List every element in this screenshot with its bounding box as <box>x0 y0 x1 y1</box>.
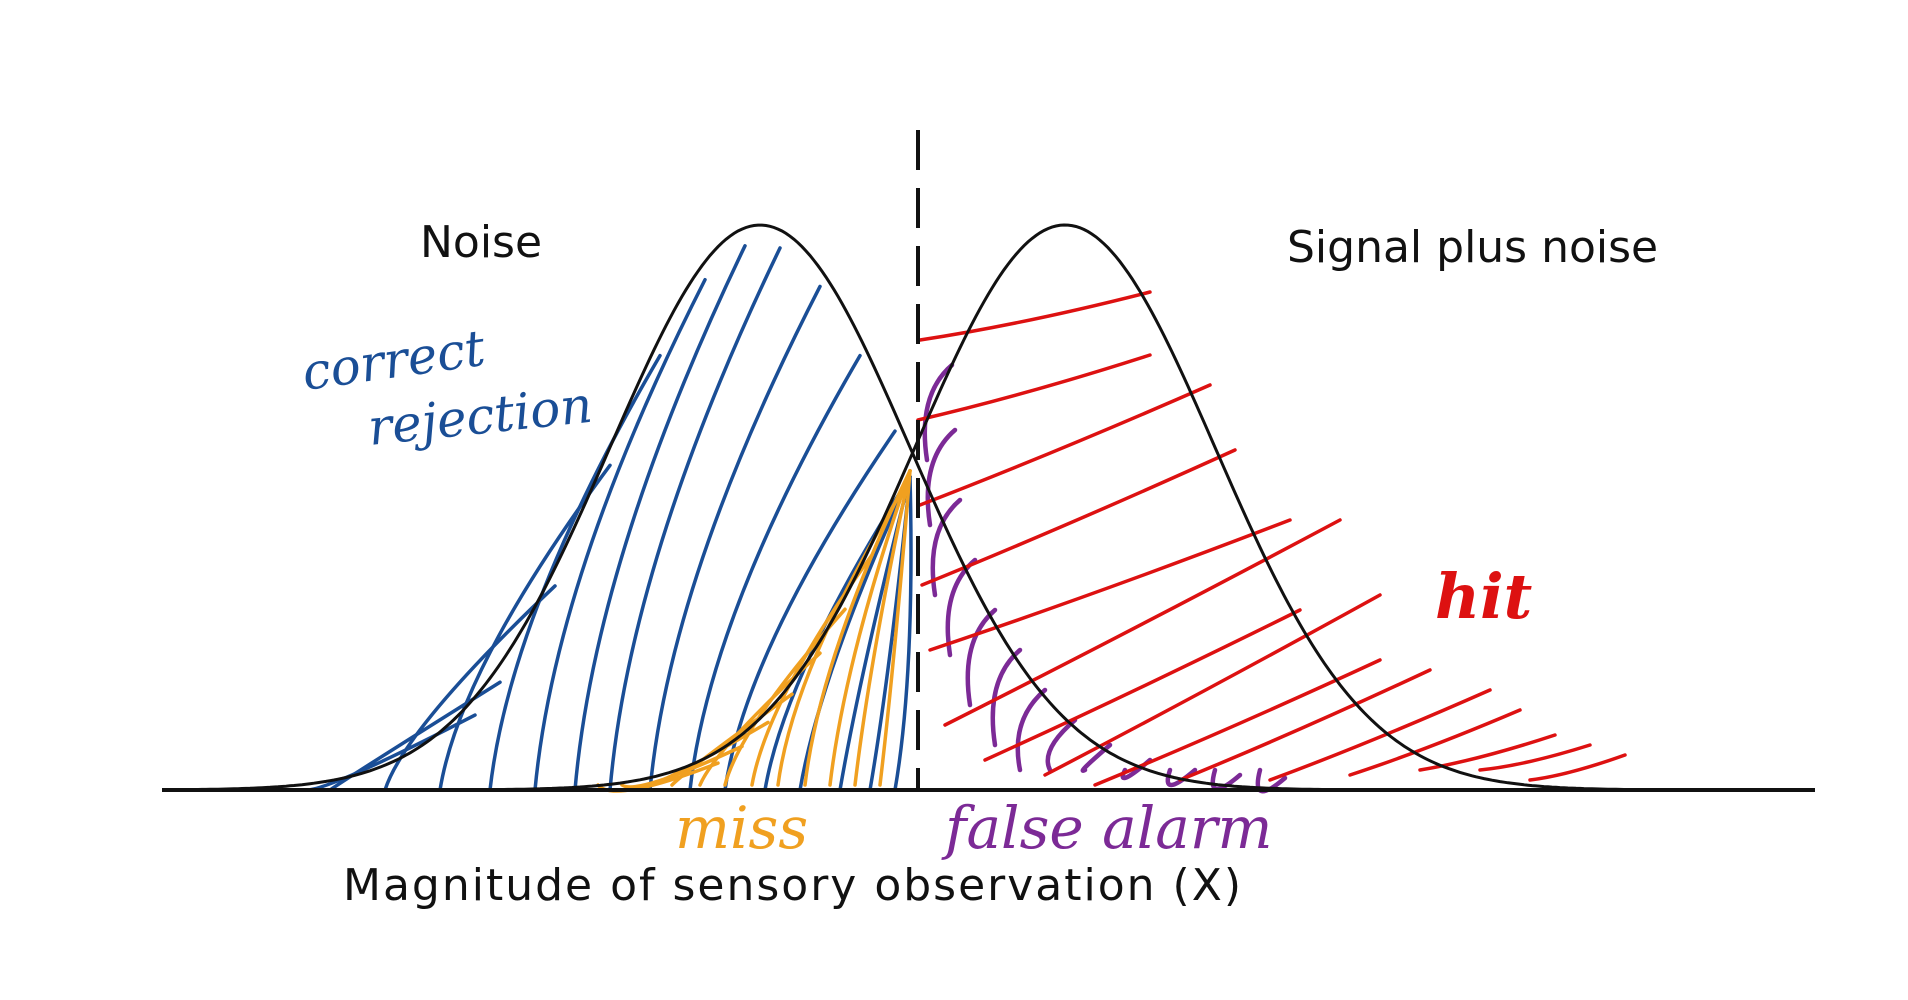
correct-rejection-stroke <box>573 244 747 792</box>
correct-rejection-stroke <box>608 246 782 792</box>
hit-label: hit <box>1435 560 1533 633</box>
false-alarm-stroke <box>965 607 998 708</box>
false-alarm-label: false alarm <box>941 794 1273 862</box>
correct-rejection-stroke <box>438 463 612 792</box>
false-alarm-stroke <box>925 427 958 528</box>
hit-stroke <box>1093 658 1382 787</box>
noise-distribution-curve <box>162 223 1438 792</box>
hit-stroke <box>916 353 1152 422</box>
hit-stroke <box>1418 733 1557 772</box>
correct-rejection-stroke <box>893 474 913 792</box>
miss-hatching <box>596 468 912 793</box>
hit-stroke <box>983 608 1302 762</box>
hit-stroke <box>1043 593 1382 777</box>
hit-stroke <box>920 448 1237 587</box>
hit-stroke <box>1178 668 1432 782</box>
false-alarm-stroke <box>1045 717 1078 773</box>
hit-stroke <box>1268 688 1492 782</box>
false-alarm-stroke <box>922 362 955 463</box>
hit-hatching <box>916 290 1627 787</box>
hit-stroke <box>1348 708 1522 777</box>
miss-stroke <box>828 468 912 787</box>
signal-plus-noise-label: Signal plus noise <box>1287 222 1658 273</box>
x-axis-title: Magnitude of sensory observation (X) <box>343 860 1243 911</box>
hit-stroke <box>918 290 1152 342</box>
correct-rejection-stroke <box>648 284 822 792</box>
hit-stroke <box>1478 743 1592 772</box>
hit-stroke <box>943 518 1342 727</box>
miss-stroke <box>853 468 912 787</box>
signal-distribution-curve <box>500 223 1812 792</box>
correct-rejection-stroke <box>533 277 707 792</box>
correct-rejection-stroke <box>723 429 897 792</box>
miss-label: miss <box>675 794 808 862</box>
false-alarm-stroke <box>1015 687 1048 773</box>
correct-rejection-stroke <box>798 474 912 792</box>
false-alarm-stroke <box>990 647 1023 748</box>
correct-rejection-stroke <box>383 584 557 792</box>
hit-stroke <box>928 518 1292 652</box>
miss-stroke <box>878 468 912 787</box>
hit-stroke <box>1528 753 1627 782</box>
correct-rejection-stroke <box>688 353 862 792</box>
miss-stroke <box>803 468 912 787</box>
noise-label: Noise <box>420 217 542 268</box>
hit-stroke <box>918 383 1212 507</box>
